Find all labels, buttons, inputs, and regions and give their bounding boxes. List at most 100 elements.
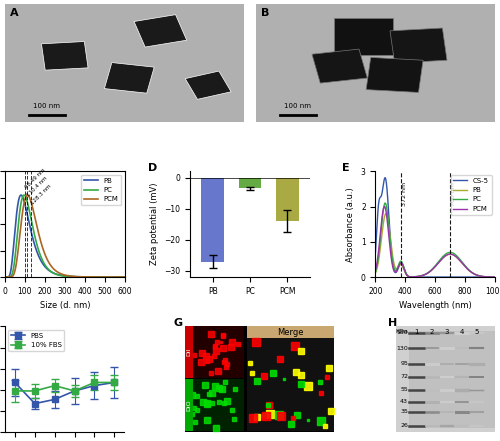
- Text: 700 nm: 700 nm: [451, 182, 456, 206]
- PB: [380, 224, 386, 230]
- Text: 128.3 nm: 128.3 nm: [30, 183, 52, 206]
- Text: 180: 180: [396, 330, 408, 335]
- PCM: [382, 204, 388, 209]
- CS-5: [492, 274, 498, 280]
- Text: 4: 4: [460, 329, 464, 335]
- PB: [14, 205, 20, 210]
- PC: [14, 231, 20, 236]
- Y-axis label: Zeta potential (mV): Zeta potential (mV): [150, 183, 159, 265]
- PB: [2, 274, 8, 280]
- PB: [442, 254, 448, 259]
- Line: PC: PC: [376, 203, 495, 277]
- PB: [18, 192, 24, 198]
- Line: PCM: PCM: [5, 195, 124, 277]
- X-axis label: Size (d. nm): Size (d. nm): [40, 301, 90, 310]
- PB: [55, 272, 61, 277]
- Text: 2: 2: [430, 329, 434, 335]
- PB: [50, 270, 56, 276]
- PB: [445, 252, 451, 257]
- PB: [96, 274, 102, 280]
- PC: [84, 274, 90, 280]
- PC: [55, 272, 61, 277]
- Text: 35: 35: [400, 409, 408, 414]
- Line: PB: PB: [376, 213, 495, 277]
- PCM: [2, 274, 8, 280]
- PC: [380, 211, 386, 217]
- PC: [382, 200, 388, 206]
- PC: [2, 274, 8, 280]
- Line: PC: PC: [5, 195, 124, 277]
- Legend: PB, PC, PCM: PB, PC, PCM: [81, 175, 121, 205]
- CS-5: [442, 274, 448, 280]
- Text: 55: 55: [400, 387, 408, 392]
- Line: PB: PB: [5, 195, 124, 277]
- Polygon shape: [185, 71, 231, 99]
- Text: D: D: [148, 163, 158, 173]
- Y-axis label: Absorbance (a.u.): Absorbance (a.u.): [346, 187, 356, 262]
- PC: [492, 274, 498, 280]
- PC: [96, 274, 102, 280]
- PCM: [122, 274, 128, 280]
- PC: [50, 270, 56, 276]
- Bar: [409, 331, 495, 428]
- PCM: [96, 274, 102, 280]
- PCM: [445, 252, 451, 257]
- PC: [372, 269, 378, 275]
- PCM: [84, 274, 90, 280]
- PC: [476, 273, 482, 278]
- X-axis label: Wavelength (nm): Wavelength (nm): [399, 301, 471, 310]
- Text: 130: 130: [396, 346, 408, 351]
- PB: [464, 265, 469, 270]
- PCM: [24, 192, 30, 198]
- Bar: [186, 379, 193, 431]
- Polygon shape: [312, 49, 368, 83]
- CS-5: [476, 274, 482, 280]
- Text: 72: 72: [400, 374, 408, 379]
- Text: 100 nm: 100 nm: [284, 104, 312, 109]
- Text: 5: 5: [474, 329, 479, 335]
- Text: 110.4 nm: 110.4 nm: [26, 176, 49, 198]
- PCM: [464, 265, 469, 270]
- PB: [372, 270, 378, 276]
- Bar: [186, 326, 244, 378]
- PC: [449, 250, 455, 255]
- CS-5: [445, 274, 451, 280]
- PB: [476, 273, 482, 278]
- CS-5: [382, 175, 388, 180]
- PC: [442, 252, 448, 257]
- Polygon shape: [390, 28, 447, 63]
- PC: [98, 274, 103, 280]
- Text: H: H: [388, 318, 397, 328]
- Text: G: G: [174, 318, 182, 328]
- PCM: [55, 269, 61, 275]
- PB: [98, 274, 103, 280]
- Text: 95: 95: [400, 361, 408, 366]
- PB: [449, 252, 455, 257]
- Text: 3: 3: [444, 329, 449, 335]
- CS-5: [380, 186, 386, 191]
- Text: 100 nm: 100 nm: [34, 104, 60, 109]
- PC: [445, 250, 451, 255]
- Text: B: B: [261, 8, 269, 18]
- Polygon shape: [334, 19, 394, 55]
- PCM: [442, 254, 448, 259]
- Polygon shape: [104, 63, 154, 93]
- Text: 372 nm: 372 nm: [402, 182, 407, 206]
- CS-5: [372, 249, 378, 254]
- Line: CS-5: CS-5: [376, 178, 495, 277]
- Bar: [186, 379, 244, 431]
- Text: 1: 1: [414, 329, 418, 335]
- PCM: [476, 273, 482, 278]
- PB: [122, 274, 128, 280]
- Text: DiI: DiI: [186, 348, 192, 356]
- PC: [464, 265, 469, 270]
- PB: [383, 211, 389, 216]
- Text: E: E: [342, 163, 349, 173]
- PC: [122, 274, 128, 280]
- Legend: CS-5, PB, PC, PCM: CS-5, PB, PC, PCM: [450, 175, 492, 215]
- Line: PCM: PCM: [376, 206, 495, 277]
- Text: 43: 43: [400, 399, 408, 404]
- Text: DiO: DiO: [186, 399, 192, 411]
- CS-5: [449, 274, 455, 280]
- PCM: [372, 267, 378, 273]
